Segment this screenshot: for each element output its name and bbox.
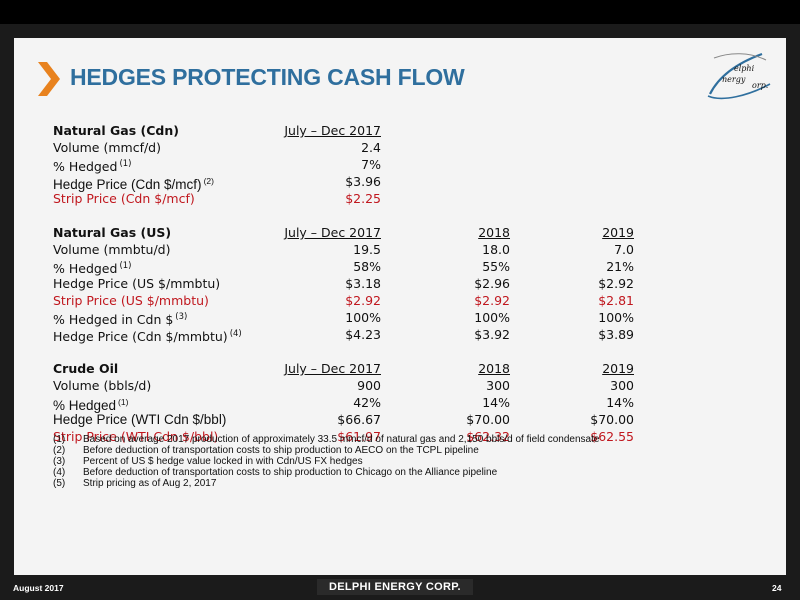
hedge-table: Natural Gas (Cdn) July – Dec 2017 Volume… [53,122,653,445]
table-row: Hedge Price (Cdn $/mcf) (2) $3.96 [53,173,653,192]
logo-text-3: orp. [752,81,768,90]
footnote: (5) Strip pricing as of Aug 2, 2017 [53,478,217,489]
column-header: July – Dec 2017 [284,361,381,376]
row-label: % Hedged (1) [53,159,132,174]
row-label: Hedge Price (US $/mmbtu) [53,276,221,291]
row-value: $70.00 [466,412,510,427]
footer-company: DELPHI ENERGY CORP. [317,579,473,595]
section-header-gas-us: Natural Gas (US) July – Dec 2017 2018 20… [53,224,653,241]
section-title: Natural Gas (Cdn) [53,123,179,138]
row-value: $66.67 [337,412,381,427]
section-title: Natural Gas (US) [53,225,172,240]
footnote: (4) Before deduction of transportation co… [53,467,498,478]
section-header-crude: Crude Oil July – Dec 2017 2018 2019 [53,360,653,377]
spacer [53,343,653,360]
row-value: 21% [606,259,634,274]
logo-text-2: nergy [722,75,746,84]
table-row: % Hedged (1) 42% 14% 14% [53,394,653,413]
logo-text-1: elphi [734,64,755,73]
table-row: Volume (mmcf/d) 2.4 [53,139,653,156]
row-value: $3.92 [474,327,510,342]
row-label: % Hedged (1) [53,397,129,413]
footnotes: (1) Based on average 2017 production of a… [53,434,793,489]
row-value: 7% [361,157,381,172]
table-row: % Hedged (1) 7% [53,156,653,174]
row-value: $62.32 [466,429,510,444]
row-value: $2.92 [474,293,510,308]
row-label: % Hedged in Cdn $ (3) [53,312,188,327]
column-header: July – Dec 2017 [284,225,381,240]
row-value: 14% [482,395,510,410]
row-value: $2.81 [598,293,634,308]
row-value: 58% [353,259,381,274]
row-value: $3.18 [345,276,381,291]
table-row: Volume (mmbtu/d) 19.5 18.0 7.0 [53,241,653,258]
footer-date: August 2017 [13,583,64,593]
row-label: Hedge Price (WTI Cdn $/bbl) [53,412,227,427]
row-value: $2.92 [345,293,381,308]
row-value: 900 [357,378,381,393]
chevron-right-icon [38,62,60,96]
page-number: 24 [772,583,782,593]
table-row: Hedge Price (Cdn $/mmbtu) (4) $4.23 $3.92… [53,326,653,344]
table-row: % Hedged in Cdn $ (3) 100% 100% 100% [53,309,653,327]
slide: HEDGES PROTECTING CASH FLOW elphi nergy … [14,38,786,575]
row-value: $3.96 [345,174,381,189]
row-value: 18.0 [482,242,510,257]
row-value: 300 [486,378,510,393]
delphi-logo: elphi nergy orp. [707,52,771,100]
row-value: 100% [345,310,381,325]
table-row: Volume (bbls/d) 900 300 300 [53,377,653,394]
row-value: 55% [482,259,510,274]
row-value: $62.55 [590,429,634,444]
top-bar [0,0,800,24]
row-value: $4.23 [345,327,381,342]
column-header: 2018 [478,225,510,240]
row-value: 100% [598,310,634,325]
row-value: 7.0 [614,242,634,257]
column-header: 2018 [478,361,510,376]
table-row-strip: Strip Price (US $/mmbtu) $2.92 $2.92 $2.… [53,292,653,309]
row-label: Hedge Price (Cdn $/mmbtu) (4) [53,329,242,344]
column-header: July – Dec 2017 [284,123,381,138]
footnote: (2) Before deduction of transportation co… [53,445,479,456]
row-value: 14% [606,395,634,410]
table-row: Hedge Price (US $/mmbtu) $3.18 $2.96 $2.… [53,275,653,292]
row-value: 2.4 [361,140,381,155]
row-value: $3.89 [598,327,634,342]
section-title: Crude Oil [53,361,119,376]
row-value: 300 [610,378,634,393]
row-label: % Hedged (1) [53,261,132,276]
spacer [53,207,653,224]
table-row: Hedge Price (WTI Cdn $/bbl) $66.67 $70.0… [53,411,653,428]
slide-title: HEDGES PROTECTING CASH FLOW [70,64,465,90]
row-value: 100% [474,310,510,325]
row-label: Hedge Price (Cdn $/mcf) (2) [53,176,214,192]
row-value: $2.92 [598,276,634,291]
table-row-strip: Strip Price (WTI Cdn $/bbl) $61.97 $62.3… [53,428,653,445]
column-header: 2019 [602,225,634,240]
table-row: % Hedged (1) 58% 55% 21% [53,258,653,276]
column-header: 2019 [602,361,634,376]
row-label: Strip Price (Cdn $/mcf) [53,191,195,206]
row-value: 42% [353,395,381,410]
row-value: $2.25 [345,191,381,206]
row-value: $2.96 [474,276,510,291]
row-value: $61.97 [337,429,381,444]
row-label: Volume (mmcf/d) [53,140,161,155]
section-header-gas-cdn: Natural Gas (Cdn) July – Dec 2017 [53,122,653,139]
table-row-strip: Strip Price (Cdn $/mcf) $2.25 [53,190,653,207]
footnote: (3) Percent of US $ hedge value locked in… [53,456,363,467]
row-value: 19.5 [353,242,381,257]
footnote: (1) Based on average 2017 production of a… [53,434,600,445]
row-label: Strip Price (WTI Cdn $/bbl) [53,429,219,444]
row-value: $70.00 [590,412,634,427]
row-label: Volume (mmbtu/d) [53,242,171,257]
row-label: Strip Price (US $/mmbtu) [53,293,209,308]
row-label: Volume (bbls/d) [53,378,152,393]
